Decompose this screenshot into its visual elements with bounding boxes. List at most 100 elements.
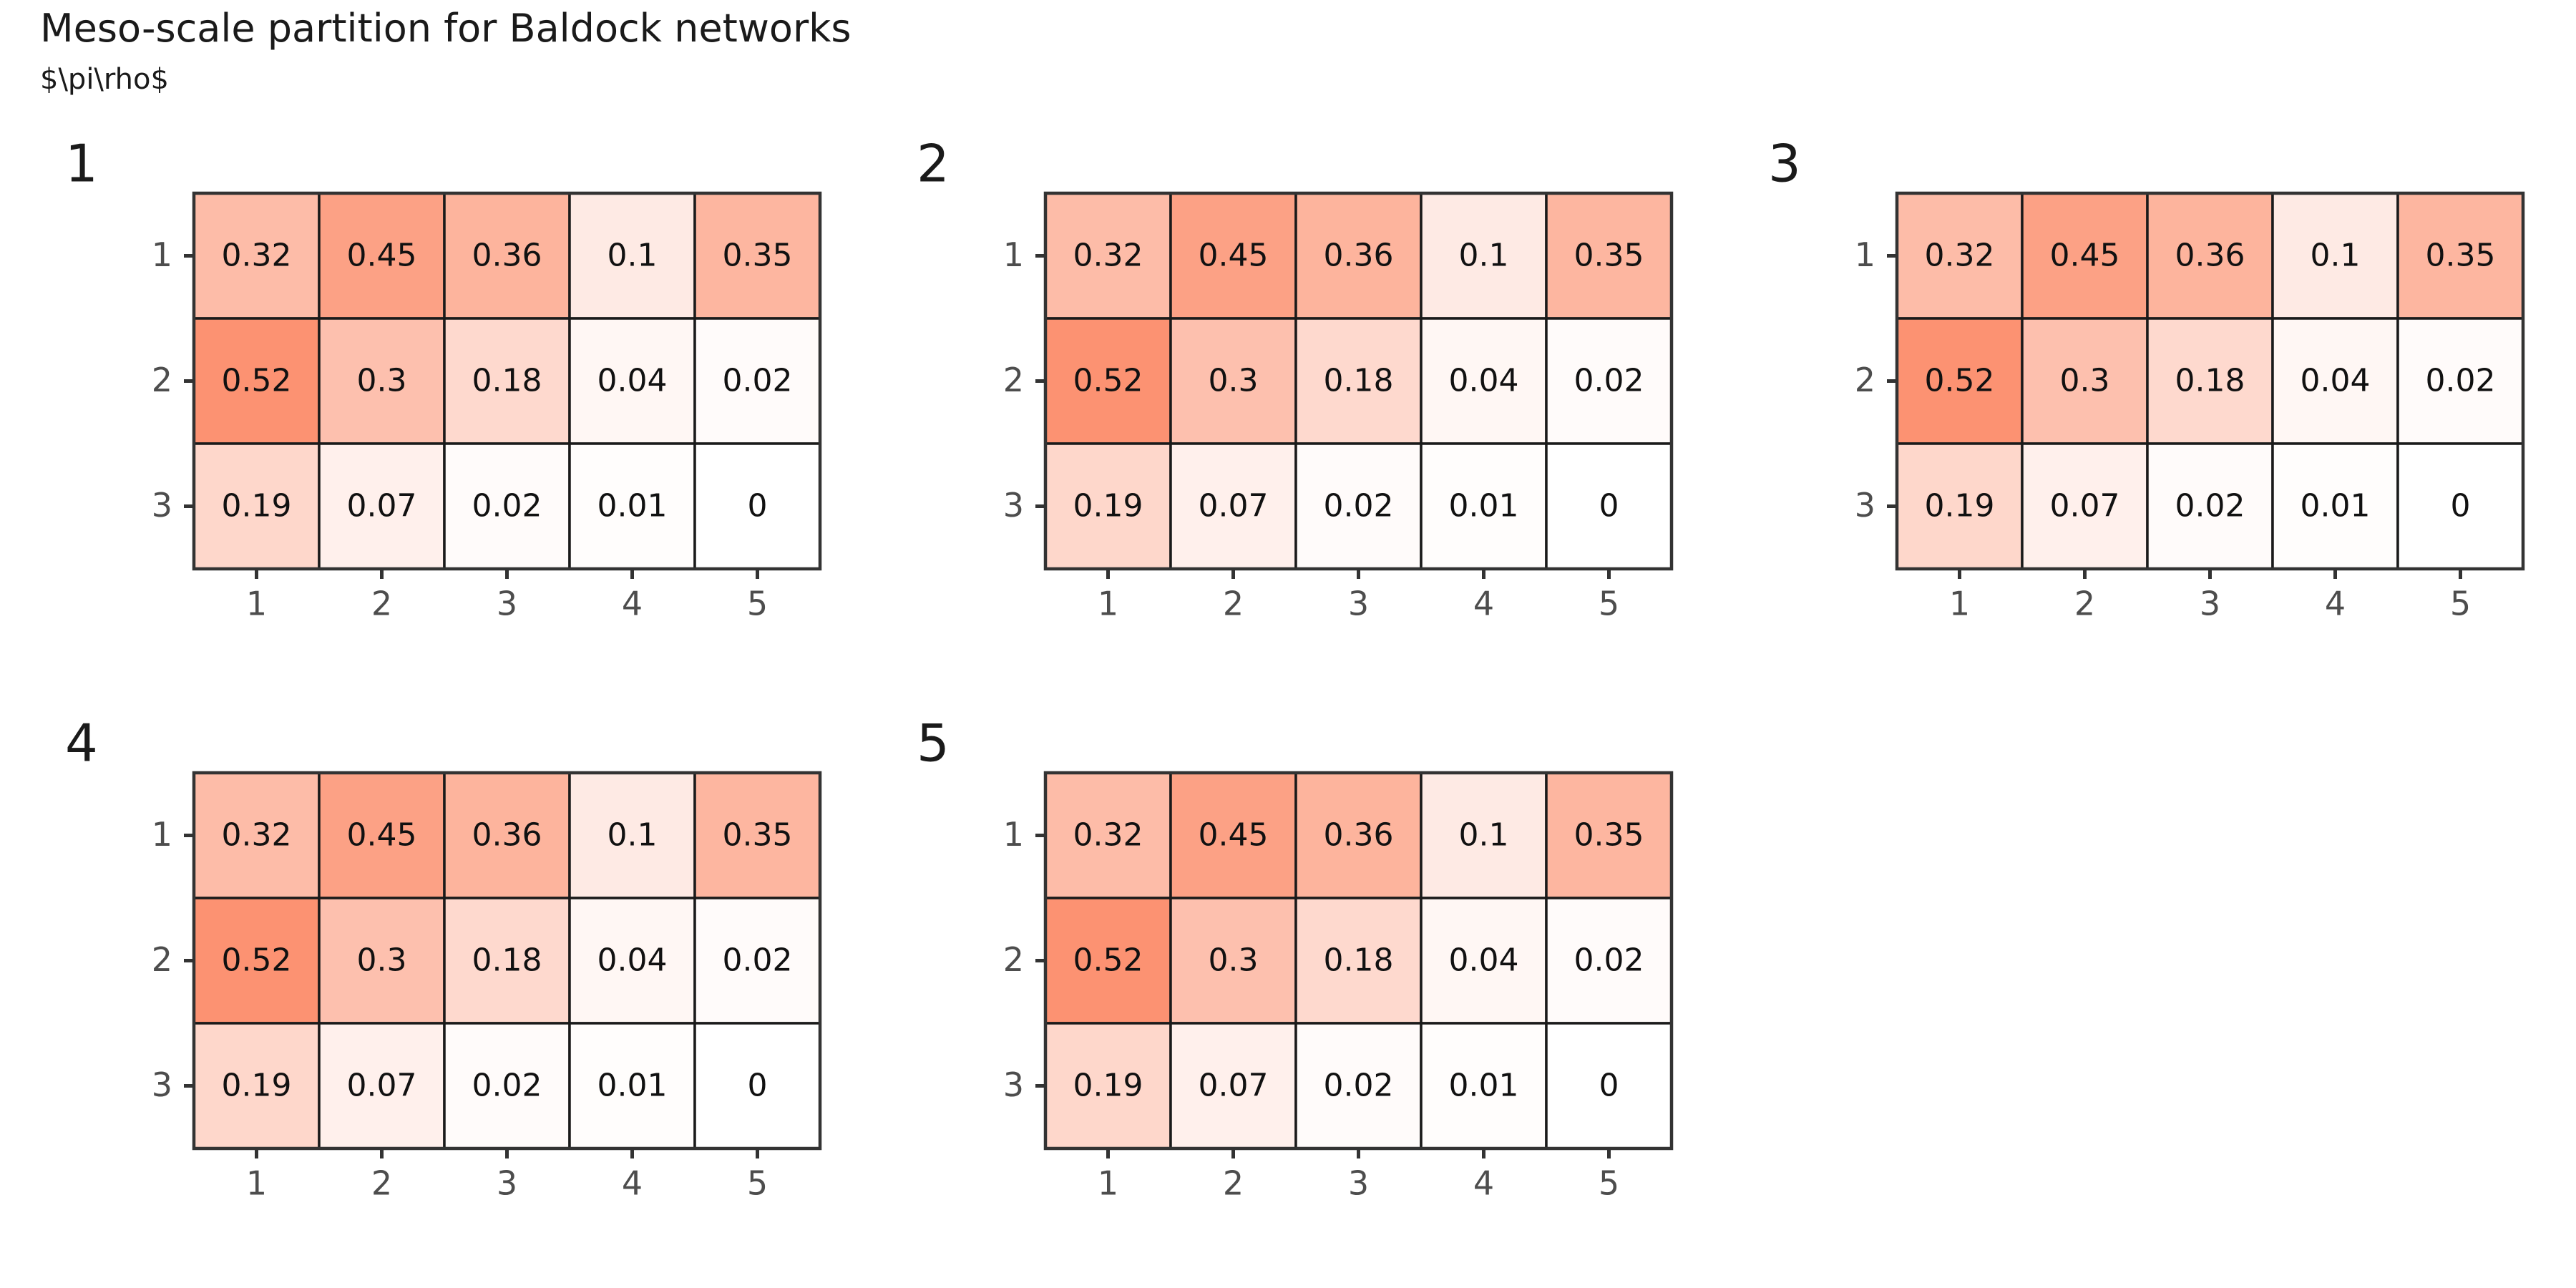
cell-value-label: 0.45: [347, 238, 417, 274]
cell-value-label: 0.04: [597, 363, 668, 399]
cell-value-label: 0.04: [1449, 363, 1519, 399]
cell-value-label: 0.04: [2301, 363, 2371, 399]
heatmap-cell: [1420, 771, 1548, 899]
heatmap-cell: [2396, 317, 2524, 445]
cell-value-label: 0.3: [2060, 363, 2110, 399]
cell-value-label: 0.18: [1324, 942, 1394, 979]
cell-value-label: 0.32: [1925, 238, 1995, 274]
cell-value-label: 0.32: [222, 238, 292, 274]
y-tick-label: 2: [1855, 361, 1875, 399]
heatmap-cell: [1044, 317, 1172, 445]
panel-3: 3 0.32 0.45 0.36 0.1 0.35 0.52 0.3 0.18 0.04 0.02 0…: [1768, 134, 2525, 623]
x-tick-label: 5: [747, 1164, 768, 1203]
panel-label: 4: [65, 713, 98, 774]
cell-value-label: 0.01: [597, 1068, 668, 1104]
heatmap-cell: [1294, 1022, 1423, 1150]
heatmap-cell: [1420, 192, 1548, 320]
cell-value-label: 0.01: [597, 488, 668, 525]
y-tick-label: 3: [1003, 1065, 1024, 1104]
cell-value-label: 0: [1599, 1068, 1619, 1104]
cell-value-label: 0.02: [472, 1068, 542, 1104]
cell-value-label: 0.1: [608, 238, 658, 274]
cell-value-label: 0.07: [1199, 488, 1269, 525]
heatmap-cell: [693, 1022, 821, 1150]
x-tick-label: 2: [2074, 585, 2095, 623]
heatmap-cell: [1420, 897, 1548, 1025]
cell-value-label: 0.19: [1073, 488, 1143, 525]
x-tick-label: 4: [622, 1164, 643, 1203]
cell-value-label: 0.35: [723, 238, 793, 274]
heatmap-cell: [1896, 442, 2024, 570]
cell-value-label: 0.02: [1324, 488, 1394, 525]
cell-value-label: 0.02: [472, 488, 542, 525]
cell-value-label: 0.36: [2175, 238, 2245, 274]
cell-value-label: 0.1: [608, 817, 658, 854]
heatmap-cell: [568, 442, 696, 570]
x-tick-label: 5: [1599, 585, 1619, 623]
x-tick-label: 1: [1098, 1164, 1118, 1203]
heatmap-cell: [443, 771, 571, 899]
heatmap-cell: [318, 442, 446, 570]
heatmap-cell: [2021, 442, 2149, 570]
cell-value-label: 0.04: [1449, 942, 1519, 979]
x-tick-label: 4: [2325, 585, 2346, 623]
chart-title: Meso-scale partition for Baldock network…: [40, 6, 852, 51]
x-tick-label: 2: [1223, 1164, 1244, 1203]
heatmap-cell: [192, 442, 321, 570]
x-tick-label: 2: [371, 1164, 392, 1203]
x-tick-label: 1: [246, 1164, 267, 1203]
heatmap-cell: [443, 317, 571, 445]
cell-value-label: 0.19: [222, 1068, 292, 1104]
y-tick-label: 3: [1003, 486, 1024, 525]
cell-value-label: 0.3: [1209, 942, 1259, 979]
heatmap-cell: [443, 897, 571, 1025]
heatmap-cell: [1169, 897, 1297, 1025]
panel-label: 3: [1768, 134, 1801, 194]
heatmap-cell: [2146, 442, 2274, 570]
heatmap-cell: [1044, 897, 1172, 1025]
x-tick-label: 1: [1098, 585, 1118, 623]
heatmap-cell: [192, 1022, 321, 1150]
heatmap-cell: [1294, 317, 1423, 445]
panel-label: 5: [917, 713, 950, 774]
y-tick-label: 1: [152, 815, 172, 854]
heatmap-cell: [693, 192, 821, 320]
cell-value-label: 0.07: [347, 1068, 417, 1104]
y-tick-label: 1: [1003, 235, 1024, 274]
heatmap-cell: [1420, 1022, 1548, 1150]
y-tick-label: 2: [1003, 361, 1024, 399]
cell-value-label: 0.32: [1073, 817, 1143, 854]
cell-value-label: 0.02: [2175, 488, 2245, 525]
chart-subtitle: $\pi\rho$: [40, 63, 169, 96]
cell-value-label: 0.45: [1199, 817, 1269, 854]
heatmap-cell: [318, 897, 446, 1025]
y-tick-label: 1: [152, 235, 172, 274]
cell-value-label: 0.35: [1574, 238, 1644, 274]
cell-value-label: 0.52: [1073, 363, 1143, 399]
cell-value-label: 0.32: [1073, 238, 1143, 274]
cell-value-label: 0.52: [222, 363, 292, 399]
x-tick-label: 5: [747, 585, 768, 623]
panel-label: 2: [917, 134, 950, 194]
cell-value-label: 0.52: [1073, 942, 1143, 979]
cell-value-label: 0.02: [1574, 363, 1644, 399]
cell-value-label: 0.1: [1459, 238, 1509, 274]
x-tick-label: 4: [1473, 585, 1494, 623]
heatmap-cell: [1545, 771, 1673, 899]
cell-value-label: 0.52: [222, 942, 292, 979]
heatmap-cell: [2271, 317, 2399, 445]
cell-value-label: 0.07: [347, 488, 417, 525]
cell-value-label: 0.1: [1459, 817, 1509, 854]
x-tick-label: 5: [1599, 1164, 1619, 1203]
x-tick-label: 1: [1949, 585, 1970, 623]
cell-value-label: 0.35: [1574, 817, 1644, 854]
cell-value-label: 0.35: [723, 817, 793, 854]
cell-value-label: 0.18: [2175, 363, 2245, 399]
cell-value-label: 0.01: [1449, 1068, 1519, 1104]
cell-value-label: 0.02: [1324, 1068, 1394, 1104]
x-tick-label: 4: [622, 585, 643, 623]
heatmap-cell: [443, 442, 571, 570]
cell-value-label: 0.45: [347, 817, 417, 854]
heatmap-cell: [1169, 1022, 1297, 1150]
